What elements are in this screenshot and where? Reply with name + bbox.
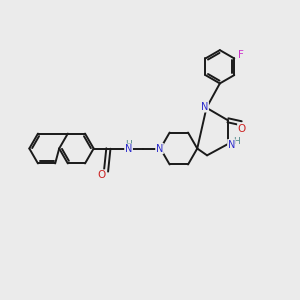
Text: N: N (125, 144, 132, 154)
Text: H: H (233, 137, 240, 146)
Text: N: N (156, 143, 163, 154)
Text: F: F (238, 50, 244, 61)
Text: N: N (228, 140, 235, 150)
Text: N: N (201, 102, 208, 112)
Text: H: H (125, 140, 132, 149)
Text: O: O (98, 170, 106, 180)
Text: O: O (238, 124, 246, 134)
